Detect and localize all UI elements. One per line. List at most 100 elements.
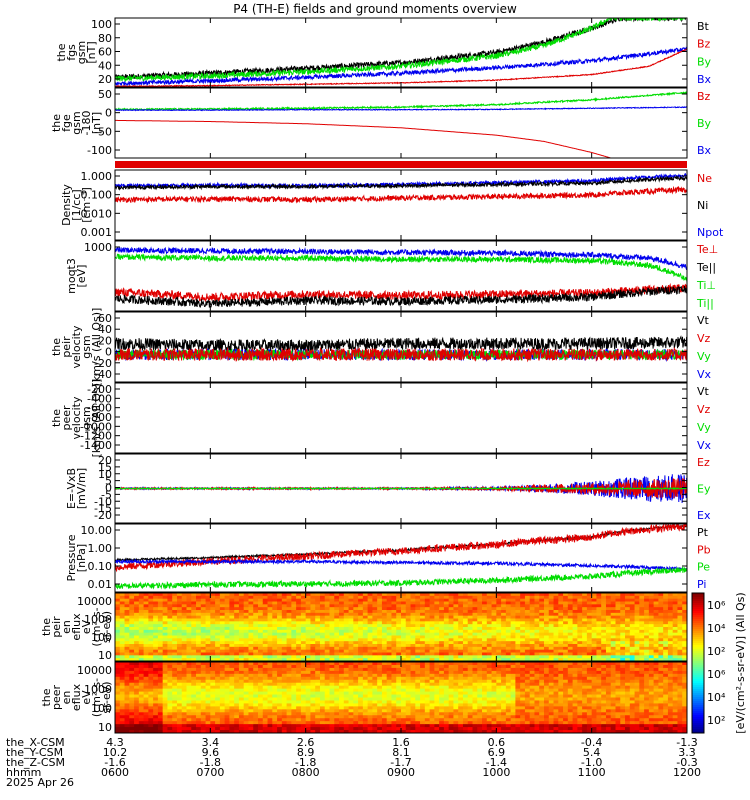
series-Bx — [115, 105, 687, 112]
ytick-label: -50 — [94, 125, 112, 138]
legend-Vx: Vx — [697, 439, 712, 452]
series-Te|| — [115, 284, 687, 308]
colorbar-cell — [692, 689, 704, 692]
footer-value: 0800 — [292, 766, 320, 779]
colorbar-label: [eV/(cm²-s-sr-eV)] (All Qs) — [734, 592, 747, 733]
ylabel-density: [cm⁻³] — [80, 187, 93, 223]
footer-value: 3.4 — [202, 736, 220, 749]
footer-value: 4.3 — [106, 736, 124, 749]
legend-Ti||: Ti|| — [696, 297, 714, 310]
series-Pt — [115, 524, 687, 563]
ylabel-density: Density — [60, 184, 73, 226]
ytick-label: -15 — [94, 502, 112, 515]
panel-frame — [114, 382, 688, 454]
ylabel-peir_spec: (cm²-s- — [90, 607, 103, 646]
series-Ni — [115, 175, 687, 191]
legend-Te||: Te|| — [696, 261, 716, 274]
legend-Bt: Bt — [697, 20, 710, 33]
footer-value: -1.8 — [295, 756, 316, 769]
ytick-label: -1200 — [80, 430, 112, 443]
ylabel-fge: -180 — [80, 111, 93, 136]
ylabel-temp: [eV] — [75, 265, 88, 288]
colorbar-cell — [692, 681, 704, 684]
ylabel-peer_spec: eV — [80, 690, 93, 705]
ylabel-peir_spec: sr-eV) — [100, 611, 113, 643]
ylabel-fge: fge — [60, 114, 73, 132]
series-Pb — [115, 524, 687, 573]
ylabel-pressure: [nPa] — [75, 544, 88, 572]
footer-value: 1100 — [578, 766, 606, 779]
legend-Vt: Vt — [697, 385, 710, 398]
colorbar-cell — [692, 597, 704, 600]
legend-Bx: Bx — [697, 73, 712, 86]
footer-value: 0900 — [387, 766, 415, 779]
colorbar-cell — [692, 667, 704, 670]
footer-value: 1200 — [673, 766, 701, 779]
ytick-label: 1000 — [84, 683, 112, 696]
colorbar-cell — [692, 603, 704, 606]
colorbar-cell — [692, 621, 704, 624]
ytick-label: 10.00 — [81, 524, 113, 537]
legend-Vz: Vz — [697, 332, 711, 345]
ylabel-fge: gsm — [70, 111, 83, 134]
colorbar-cell — [692, 729, 704, 732]
colorbar-cell — [692, 661, 704, 664]
ylabel-peer_vel: gsm — [80, 406, 93, 429]
colorbar-cell — [692, 687, 704, 690]
colorbar-cell — [692, 705, 704, 708]
footer-value: -1.8 — [200, 756, 221, 769]
colorbar-cell — [692, 723, 704, 726]
footer-label: the_X-CSM — [6, 736, 65, 749]
footer-label: 2025 Apr 26 — [6, 776, 74, 789]
colorbar-cell — [692, 671, 704, 674]
ytick-label: 1000 — [84, 241, 112, 254]
ytick-label: 60 — [98, 46, 112, 59]
ylabel-peer_spec: en — [60, 691, 73, 705]
colorbar-cell — [692, 635, 704, 638]
colorbar-cell — [692, 607, 704, 610]
footer-value: -1.6 — [104, 756, 125, 769]
colorbar-cell — [692, 699, 704, 702]
legend-Bz: Bz — [697, 90, 711, 103]
colorbar-cell — [692, 717, 704, 720]
ylabel-pressure: Pressure — [65, 534, 78, 581]
legend-Vz: Vz — [697, 403, 711, 416]
ylabel-peer_spec: peer — [50, 685, 63, 711]
ylabel-fgs: the — [55, 43, 68, 61]
colorbar-cell — [692, 653, 704, 656]
colorbar-cell — [692, 601, 704, 604]
page-title: P4 (TH-E) fields and ground moments over… — [233, 2, 517, 16]
mode-strip — [115, 161, 687, 168]
legend-By: By — [697, 55, 712, 68]
footer-value: 1000 — [482, 766, 510, 779]
footer-value: 8.1 — [392, 746, 410, 759]
colorbar-cell — [692, 649, 704, 652]
ylabel-peer_spec: eflux — [70, 683, 83, 711]
colorbar-cell — [692, 727, 704, 730]
colorbar-cell — [692, 637, 704, 640]
ylabel-peer_vel: [km/s (All Qs)] — [90, 379, 103, 458]
colorbar-cell — [692, 627, 704, 630]
legend-Ne: Ne — [697, 172, 712, 185]
colorbar-cell — [692, 645, 704, 648]
legend-Pb: Pb — [697, 543, 711, 556]
ytick-label: 0.01 — [88, 578, 113, 591]
colorbar-cell — [692, 631, 704, 634]
footer-label: the_Y-CSM — [6, 746, 63, 759]
colorbar-tick: 10⁶ — [707, 599, 726, 612]
ytick-label: 1.000 — [81, 170, 113, 183]
legend-Pe: Pe — [697, 561, 710, 574]
ylabel-peir_spec: the — [40, 618, 53, 636]
ylabel-density: [1/cc] — [70, 189, 83, 220]
ytick-label: -20 — [94, 509, 112, 522]
footer-value: 3.3 — [678, 746, 696, 759]
colorbar-cell — [692, 613, 704, 616]
colorbar-tick: 10⁴ — [707, 622, 726, 635]
series-Ne — [115, 185, 687, 204]
legend-Ti⊥: Ti⊥ — [696, 279, 716, 292]
